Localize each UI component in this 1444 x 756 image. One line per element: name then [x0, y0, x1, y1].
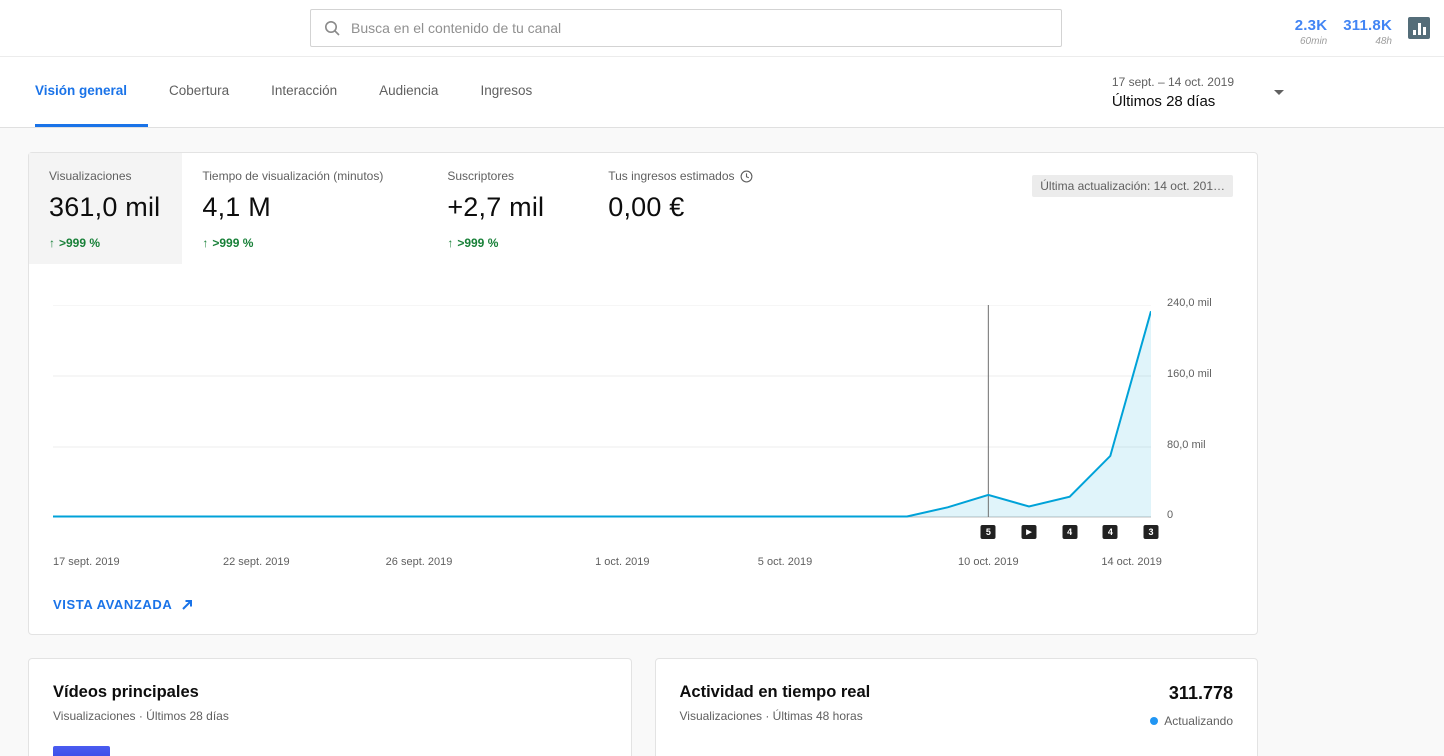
advanced-view-label: VISTA AVANZADA	[53, 597, 173, 612]
tab-cobertura[interactable]: Cobertura	[169, 83, 230, 98]
tab-vision-general[interactable]: Visión general	[35, 57, 149, 127]
metric-label: Tiempo de visualización (minutos)	[202, 169, 384, 183]
metric-visualizaciones[interactable]: Visualizaciones 361,0 mil ↑ >999 %	[29, 153, 183, 264]
realtime-mini-stats: 2.3K 60min 311.8K 48h	[1295, 9, 1430, 47]
stat-48h-value: 311.8K	[1343, 17, 1392, 34]
stat-48h-label: 48h	[1375, 36, 1392, 47]
tab-ingresos[interactable]: Ingresos	[480, 83, 533, 98]
live-dot-icon	[1150, 717, 1159, 725]
y-tick-label: 80,0 mil	[1167, 439, 1206, 451]
video-count-badge[interactable]: 4	[1102, 525, 1118, 539]
video-count-badge[interactable]: 4	[1062, 525, 1078, 539]
x-tick-label: 10 oct. 2019	[958, 556, 1019, 568]
x-tick-label: 1 oct. 2019	[595, 556, 650, 568]
up-arrow-icon: ↑	[447, 236, 454, 250]
tab-audiencia[interactable]: Audiencia	[379, 83, 439, 98]
realtime-subtitle: Visualizaciones · Últimas 48 horas	[679, 709, 863, 723]
y-tick-label: 240,0 mil	[1167, 297, 1212, 309]
video-count-badge[interactable]: 5	[980, 525, 996, 539]
x-tick-label: 26 sept. 2019	[385, 556, 453, 568]
bar-icon	[1422, 27, 1426, 35]
last-update-chip: Última actualización: 14 oct. 201…	[1032, 175, 1233, 197]
overview-card: Visualizaciones 361,0 mil ↑ >999 % Tiemp…	[28, 152, 1258, 635]
metric-label: Visualizaciones	[49, 169, 132, 183]
metric-value: 0,00 €	[608, 192, 685, 222]
realtime-count: 311.778	[1168, 683, 1233, 703]
video-thumbnail[interactable]	[53, 746, 110, 756]
analytics-bars-icon[interactable]	[1408, 17, 1430, 39]
metric-label: Suscriptores	[447, 169, 515, 183]
metric-delta: ↑ >999 %	[49, 236, 160, 250]
x-tick-label: 14 oct. 2019	[1101, 556, 1162, 568]
x-tick-label: 5 oct. 2019	[757, 556, 813, 568]
stat-60min-label: 60min	[1300, 36, 1328, 47]
clock-icon	[740, 170, 753, 183]
video-play-badge[interactable]: ▶	[1021, 525, 1037, 539]
chevron-down-icon	[1274, 89, 1284, 95]
y-tick-label: 160,0 mil	[1167, 368, 1212, 380]
metric-delta-value: >999 %	[212, 236, 254, 250]
top-videos-subtitle: Visualizaciones · Últimos 28 días	[53, 709, 229, 723]
metric-tiles: Visualizaciones 361,0 mil ↑ >999 % Tiemp…	[29, 153, 1257, 264]
tabs-nav: Visión general Cobertura Interacción Aud…	[35, 57, 553, 127]
top-videos-title: Vídeos principales	[53, 683, 199, 701]
stat-60min[interactable]: 2.3K 60min	[1295, 17, 1328, 47]
video-count-badge[interactable]: 3	[1143, 525, 1159, 539]
metric-label: Tus ingresos estimados	[608, 169, 752, 183]
realtime-card: Actividad en tiempo real Visualizaciones…	[654, 658, 1258, 756]
up-arrow-icon: ↑	[49, 236, 55, 250]
realtime-status-label: Actualizando	[1164, 714, 1233, 728]
realtime-right: 311.778 Actualizando	[1150, 683, 1233, 728]
up-arrow-icon: ↑	[202, 236, 209, 250]
chart-svg	[53, 305, 1151, 518]
metric-ingresos-estimados[interactable]: Tus ingresos estimados 0,00 €	[588, 153, 796, 264]
tab-interaccion[interactable]: Interacción	[271, 83, 338, 98]
bar-icon	[1417, 23, 1421, 35]
bottom-cards-row: Vídeos principales Visualizaciones · Últ…	[28, 658, 1258, 756]
top-bar: 2.3K 60min 311.8K 48h	[0, 0, 1444, 57]
bar-icon	[1412, 30, 1416, 35]
metric-delta-value: >999 %	[59, 236, 101, 250]
metric-label-text: Tus ingresos estimados	[608, 169, 735, 183]
advanced-view-link[interactable]: VISTA AVANZADA	[53, 597, 194, 612]
metric-delta-value: >999 %	[457, 236, 499, 250]
search-icon	[323, 19, 341, 37]
analytics-tab-strip: Visión general Cobertura Interacción Aud…	[0, 57, 1444, 128]
metric-value: +2,7 mil	[447, 192, 545, 222]
metric-value: 4,1 M	[202, 192, 271, 222]
realtime-left: Actividad en tiempo real Visualizaciones…	[680, 683, 871, 728]
y-tick-label: 0	[1167, 509, 1174, 521]
video-marker-row: 5 ▶ 4 4 3	[53, 525, 1159, 541]
metric-tiempo-visualizacion[interactable]: Tiempo de visualización (minutos) 4,1 M …	[182, 153, 427, 264]
chart-line	[53, 310, 1151, 518]
date-range-text: 17 sept. – 14 oct. 2019 Últimos 28 días	[1112, 75, 1234, 110]
metric-delta: ↑ >999 %	[447, 236, 544, 250]
x-tick-label: 17 sept. 2019	[53, 556, 120, 568]
stat-60min-value: 2.3K	[1294, 17, 1328, 34]
metric-suscriptores[interactable]: Suscriptores +2,7 mil ↑ >999 %	[427, 153, 588, 264]
top-videos-card: Vídeos principales Visualizaciones · Últ…	[28, 658, 632, 756]
metric-delta: ↑ >999 %	[202, 236, 383, 250]
views-chart: 5 ▶ 4 4 3 240,0 mil 160,0 mil 80,0 mil 0 17 sep…	[53, 297, 1233, 577]
date-range-preset: Últimos 28 días	[1111, 92, 1216, 110]
date-range-detail: 17 sept. – 14 oct. 2019	[1111, 74, 1234, 89]
search-box[interactable]	[310, 9, 1062, 47]
realtime-title: Actividad en tiempo real	[679, 683, 871, 701]
realtime-status: Actualizando	[1150, 714, 1233, 728]
chart-plot-area[interactable]: 5 ▶ 4 4 3	[53, 305, 1159, 539]
metric-value: 361,0 mil	[49, 192, 161, 222]
search-input[interactable]	[351, 20, 1049, 36]
external-arrow-icon	[180, 598, 194, 612]
date-range-selector[interactable]: 17 sept. – 14 oct. 2019 Últimos 28 días	[1112, 57, 1284, 127]
x-tick-label: 22 sept. 2019	[222, 556, 290, 568]
main-content: Visualizaciones 361,0 mil ↑ >999 % Tiemp…	[0, 152, 1444, 756]
chart-area-fill	[53, 311, 1151, 517]
stat-48h[interactable]: 311.8K 48h	[1343, 17, 1392, 47]
